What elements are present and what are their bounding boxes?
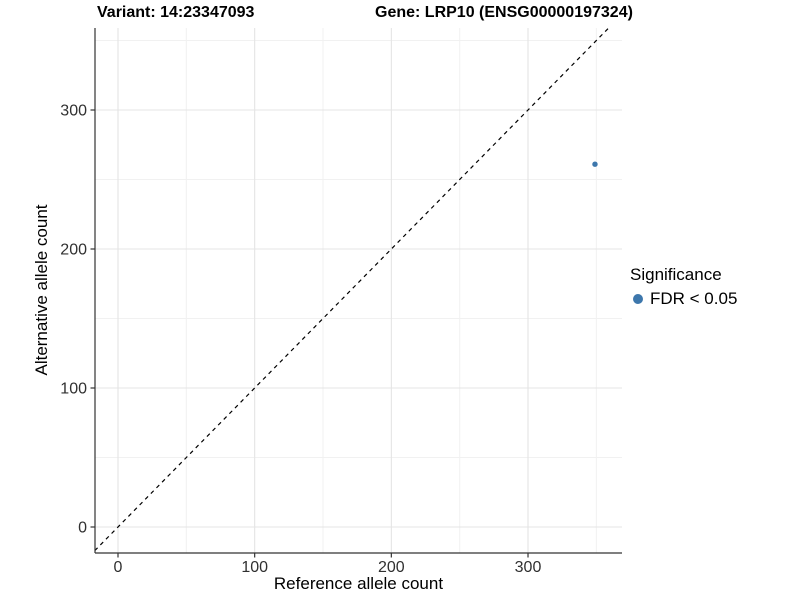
legend: Significance FDR < 0.05 [630,265,737,309]
legend-item: FDR < 0.05 [633,289,737,309]
y-tick-label: 0 [78,520,87,537]
x-tick-label: 100 [241,559,268,576]
identity-line [95,28,610,552]
legend-item-label: FDR < 0.05 [650,289,738,308]
legend-point-icon [633,294,643,304]
x-tick-label: 200 [378,559,405,576]
variant-title: Variant: 14:23347093 [97,4,255,21]
x-axis-title: Reference allele count [273,574,444,593]
y-axis-title: Alternative allele count [32,204,51,376]
y-tick-label: 300 [60,103,87,120]
y-tick-label: 200 [60,242,87,259]
legend-title: Significance [630,265,722,284]
x-tick-label: 0 [114,559,123,576]
gene-title: Gene: LRP10 (ENSG00000197324) [375,4,633,21]
data-point [592,161,598,167]
x-tick-label: 300 [515,559,542,576]
y-tick-label: 100 [60,381,87,398]
